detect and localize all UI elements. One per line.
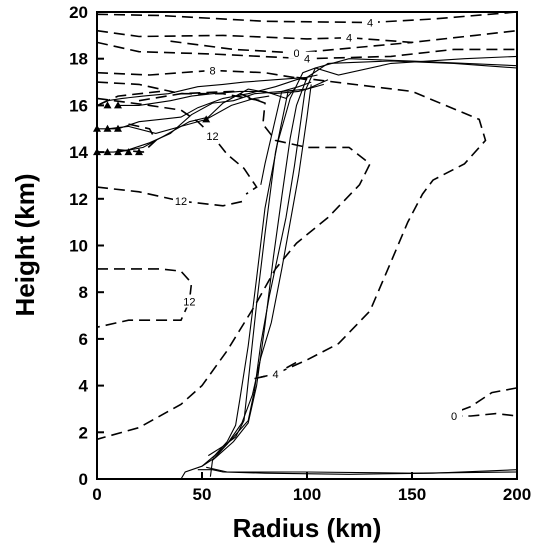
contour-label-bg (267, 366, 284, 380)
contour-lines (96, 11, 518, 441)
contour-label-bg (204, 128, 221, 142)
contour-label-bg (446, 408, 462, 422)
contour-label: 8 (209, 65, 215, 77)
contour-label: 4 (272, 369, 278, 381)
x-tick-label: 100 (293, 485, 321, 504)
contour-label: 0 (293, 48, 299, 60)
triangle-marker (103, 101, 112, 109)
contour-label: 4 (346, 33, 352, 45)
contour-label-bg (204, 63, 221, 77)
y-tick-label: 8 (79, 283, 88, 302)
y-axis-label: Height (km) (10, 174, 40, 317)
triangle-marker (103, 124, 112, 132)
x-tick-label: 0 (92, 485, 101, 504)
x-tick-label: 200 (503, 485, 531, 504)
trajectory-line (97, 74, 318, 130)
triangle-marker (124, 148, 133, 156)
trajectory-line (96, 76, 308, 106)
triangle-marker (114, 101, 122, 109)
contour-line (96, 29, 518, 44)
trajectory-line (117, 83, 324, 153)
trajectory-line (201, 55, 518, 467)
x-axis-label: Radius (km) (233, 513, 382, 543)
contour-label: 0 (451, 411, 457, 423)
trajectory-line (212, 84, 312, 459)
trajectory-line (260, 81, 312, 185)
y-tick-label: 6 (79, 330, 88, 349)
y-tick-label: 4 (79, 377, 89, 396)
trajectory-line (180, 58, 518, 480)
contour-line (96, 11, 518, 24)
contour-label: 12 (206, 131, 218, 143)
y-tick-label: 0 (79, 470, 88, 489)
triangle-marker (103, 148, 112, 156)
plot-frame (96, 11, 518, 480)
contour-label-bg (173, 194, 189, 208)
triangle-marker (114, 124, 122, 132)
trajectory-line (206, 466, 518, 474)
contour-label: 12 (183, 297, 195, 309)
y-tick-label: 14 (69, 143, 88, 162)
contour-label-bg (299, 51, 315, 65)
contour-line (254, 76, 487, 380)
contour-line (96, 69, 308, 81)
y-axis: 0 2 4 6 8 10 12 14 16 18 20 (69, 3, 104, 489)
y-tick-label: 2 (79, 423, 88, 442)
x-tick-label: 150 (398, 485, 426, 504)
contour-label-bg (181, 294, 198, 308)
triangle-marker (135, 148, 143, 156)
contour-line (96, 186, 245, 207)
contour-line (452, 387, 518, 417)
contour-label: 12 (175, 196, 187, 208)
x-tick-label: 50 (193, 485, 212, 504)
x-axis: 0 50 100 150 200 (92, 472, 531, 504)
y-tick-label: 12 (69, 190, 88, 209)
y-tick-label: 10 (69, 237, 88, 256)
trajectory-line (118, 86, 297, 106)
y-tick-label: 20 (69, 3, 88, 22)
contour-label-bg (362, 15, 378, 29)
contour-line (96, 268, 193, 328)
contour-line (96, 97, 258, 195)
triangle-marker (114, 148, 122, 156)
contour-label: 4 (304, 54, 310, 66)
contour-label-bg (341, 30, 357, 44)
y-tick-label: 18 (69, 50, 88, 69)
y-tick-label: 16 (69, 96, 88, 115)
trajectory-line (209, 60, 518, 477)
contour-line (96, 90, 372, 441)
contour-label: 4 (367, 18, 373, 30)
triangle-marker (202, 115, 211, 123)
trajectory-line (107, 95, 270, 134)
